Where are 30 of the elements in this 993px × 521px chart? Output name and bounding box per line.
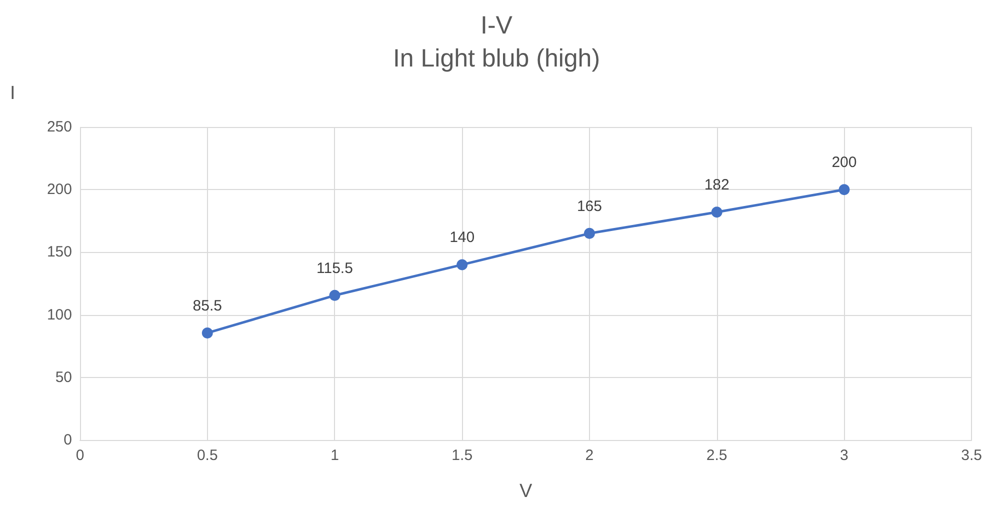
y-tick-label: 100 xyxy=(46,306,72,324)
x-tick-label: 1.5 xyxy=(452,447,473,464)
data-label: 85.5 xyxy=(192,297,222,314)
y-tick-label: 50 xyxy=(55,368,72,386)
data-label: 182 xyxy=(704,176,730,194)
point xyxy=(584,228,595,239)
x-tick-label: 2 xyxy=(585,447,594,464)
data-label: 165 xyxy=(576,198,602,215)
point xyxy=(711,206,722,218)
y-tick-label: 200 xyxy=(46,181,72,198)
point xyxy=(329,290,340,301)
point xyxy=(838,184,850,196)
x-tick-label: 3 xyxy=(840,447,848,464)
x-tick-label: 3.5 xyxy=(961,447,982,464)
point xyxy=(202,327,213,338)
data-label: 115.5 xyxy=(316,260,353,277)
x-tick-label: 1 xyxy=(330,447,339,464)
x-tick-label: 2.5 xyxy=(706,447,728,464)
data-label: 200 xyxy=(832,154,857,172)
y-tick-label: 0 xyxy=(64,432,72,448)
x-axis-title: V xyxy=(519,481,532,502)
data-label: 140 xyxy=(450,229,475,246)
point xyxy=(456,259,468,270)
x-tick-label: 0.5 xyxy=(196,447,218,464)
y-axis-title: I xyxy=(10,83,16,104)
y-tick-label: 250 xyxy=(46,118,72,136)
chart-subtitle: In Light blub (high) xyxy=(392,44,600,72)
chart-title: I-V xyxy=(480,12,513,40)
y-tick-label: 150 xyxy=(46,244,72,261)
x-tick-label: 0 xyxy=(76,447,84,464)
